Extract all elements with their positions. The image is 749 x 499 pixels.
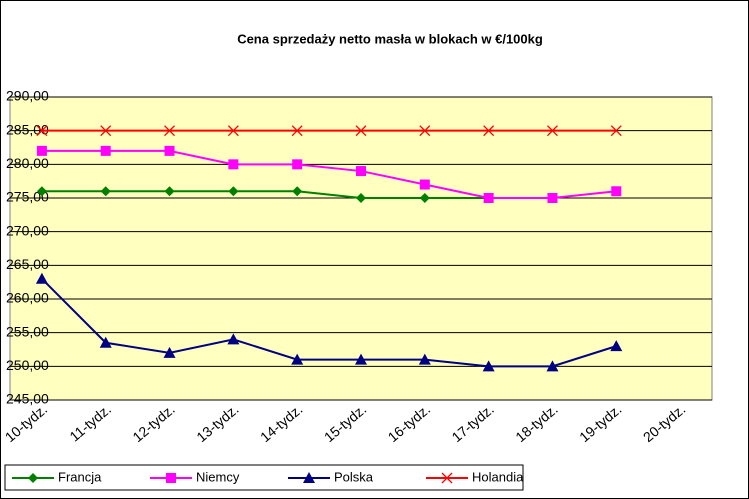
marker (166, 473, 176, 483)
marker (100, 186, 111, 197)
series-line (41, 278, 617, 368)
legend-label: Niemcy (196, 469, 240, 484)
marker (610, 340, 623, 352)
marker (419, 193, 430, 203)
marker (419, 125, 431, 137)
y-tick-label: 255,00 (6, 323, 49, 339)
y-tick-label: 245,00 (6, 391, 49, 407)
y-tick-label: 290,00 (6, 88, 49, 104)
marker (356, 193, 366, 203)
marker (355, 353, 367, 365)
marker (36, 186, 47, 197)
marker (482, 360, 495, 372)
y-tick-label: 270,00 (6, 222, 49, 238)
marker (441, 472, 453, 484)
chart-title: Cena sprzedaży netto masła w blokach w €… (237, 31, 543, 46)
marker (28, 473, 38, 483)
marker (419, 179, 430, 190)
legend-label: Francja (58, 469, 102, 484)
series-line (41, 149, 617, 199)
marker (356, 166, 366, 177)
marker (100, 125, 112, 137)
marker (100, 145, 111, 156)
marker (35, 272, 48, 284)
legend-label: Polska (334, 469, 374, 484)
marker (483, 193, 494, 203)
marker (291, 353, 304, 365)
marker (483, 125, 495, 137)
marker (228, 186, 239, 197)
y-tick-label: 285,00 (6, 121, 49, 137)
series-line (41, 190, 489, 199)
marker (546, 360, 559, 372)
y-tick-label: 260,00 (6, 290, 49, 306)
y-tick-label: 275,00 (6, 189, 49, 205)
marker (227, 125, 239, 137)
legend: Francja Niemcy Polska Holandia (4, 464, 524, 491)
marker (228, 159, 239, 170)
marker (611, 186, 622, 197)
marker (36, 145, 47, 156)
marker (164, 145, 175, 156)
marker (546, 125, 558, 137)
marker (292, 159, 303, 170)
marker (99, 336, 112, 348)
y-tick-label: 265,00 (6, 256, 49, 272)
marker (36, 125, 48, 137)
marker (163, 346, 176, 358)
plot-area (9, 96, 713, 401)
marker (418, 353, 431, 365)
marker (303, 472, 315, 483)
legend-label: Holandia (472, 469, 524, 484)
y-tick-label: 280,00 (6, 155, 49, 171)
y-tick-label: 250,00 (6, 357, 49, 373)
marker (291, 125, 303, 137)
marker (227, 333, 240, 345)
marker (292, 186, 303, 197)
marker (164, 125, 176, 137)
marker (164, 186, 175, 197)
marker (355, 125, 367, 137)
marker (547, 193, 558, 203)
marker (610, 125, 622, 137)
